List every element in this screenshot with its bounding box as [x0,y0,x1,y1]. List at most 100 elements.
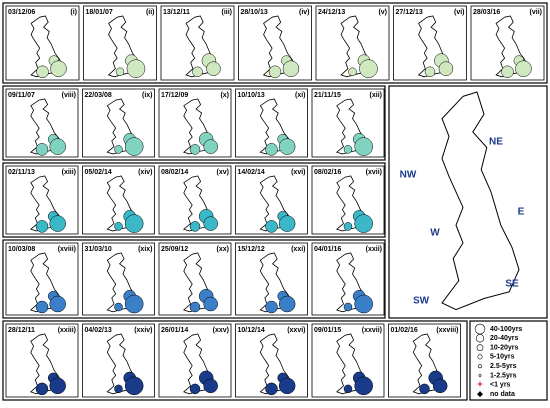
flood-bubble [268,65,282,79]
panel-label: (xv) [217,169,229,176]
legend-label: 2.5-5yrs [490,363,517,370]
coastline [336,333,369,395]
flood-bubble [114,384,123,394]
flood-bubble [265,143,278,156]
coastline [340,15,373,78]
flood-bubble [278,215,296,232]
panel-date: 03/12/06 [8,9,35,16]
flood-bubble [49,295,66,313]
flood-bubble [49,138,66,155]
panel-date: 13/12/11 [163,9,190,16]
flood-bubble [501,65,514,79]
legend-symbol [477,391,483,398]
coastline [417,15,451,78]
flood-bubble [114,145,123,154]
panel-label: (xi) [295,92,306,99]
flood-bubble [354,214,373,233]
panel-date: 31/03/10 [85,246,112,253]
coastline [106,98,139,155]
flood-bubble [49,377,66,395]
coastline [29,175,63,232]
flood-bubble [343,145,353,154]
coastline [441,91,520,311]
panel-date: 28/03/16 [473,9,500,16]
group-frame [2,162,386,238]
panel-date: 08/02/14 [161,169,188,176]
flood-bubble [348,67,357,77]
coastline [183,252,216,313]
group-frame [2,239,386,319]
panel-label: (xxviii) [436,327,458,334]
panel-label: (v) [378,9,387,16]
flood-bubble [438,61,454,76]
panel-date: 04/02/13 [85,327,112,334]
panel-date: 28/10/13 [241,9,268,16]
flood-bubble [203,216,218,231]
legend-label: <1 yrs [490,382,511,389]
panel-date: 25/09/12 [161,246,188,253]
coastline [262,15,296,78]
panel-date: 24/12/13 [318,9,345,16]
flood-bubble [124,214,144,233]
group-frame [2,85,386,161]
coastline [182,98,216,155]
panel-date: 22/03/08 [85,92,112,99]
flood-bubble [124,294,144,314]
coastline [185,15,218,78]
coastline [183,333,216,395]
panel-date: 08/02/16 [314,169,341,176]
panel-date: 09/11/07 [8,92,35,99]
flood-bubble [189,144,201,155]
panel-label: (ix) [142,92,153,99]
flood-bubble [343,384,353,394]
flood-bubble [124,137,144,156]
flood-bubble [114,302,123,312]
coastline [335,175,369,232]
group-frame [2,320,468,401]
panel-date: 27/12/13 [396,9,423,16]
flood-bubble [36,65,49,79]
region-label: NW [400,170,417,181]
panel-label: (i) [70,9,77,16]
coastline [259,252,292,313]
region-label: SE [505,279,519,290]
flood-bubble [124,376,144,396]
flood-bubble [192,66,203,78]
legend-symbol [476,344,484,351]
flood-bubble [359,59,378,78]
legend-label: 40-100yrs [490,326,522,333]
coastline [106,252,139,313]
flood-bubble [126,59,146,78]
panel-date: 21/11/15 [314,92,341,99]
flood-bubble [265,382,278,396]
panel-label: (xxvi) [287,327,305,334]
flood-bubble [343,302,353,312]
flood-bubble [278,295,296,313]
coastline [336,252,369,313]
flood-bubble [265,220,278,233]
flood-bubble [278,138,296,155]
legend-label: 1-2.5yrs [490,372,517,379]
panel-label: (ii) [146,9,155,16]
panel-label: (viii) [62,92,76,99]
flood-bubble [203,296,218,312]
panel-date: 26/01/14 [161,327,188,334]
legend-symbol [474,323,486,335]
region-label: W [430,228,440,239]
panel-label: (xiii) [62,169,76,176]
legend-symbol [477,354,483,360]
panel-date: 10/12/14 [238,327,265,334]
panel-date: 14/02/14 [238,169,265,176]
panel-label: (x) [220,92,229,99]
legend-symbol [475,334,485,343]
legend-frame [469,320,548,401]
flood-bubble [424,66,436,78]
panel-date: 15/12/12 [238,246,265,253]
coastline [335,98,369,155]
panel-label: (xxvii) [362,327,382,334]
panel-label: (xvii) [366,169,382,176]
panel-label: (vi) [454,9,465,16]
group-frame [2,2,548,84]
